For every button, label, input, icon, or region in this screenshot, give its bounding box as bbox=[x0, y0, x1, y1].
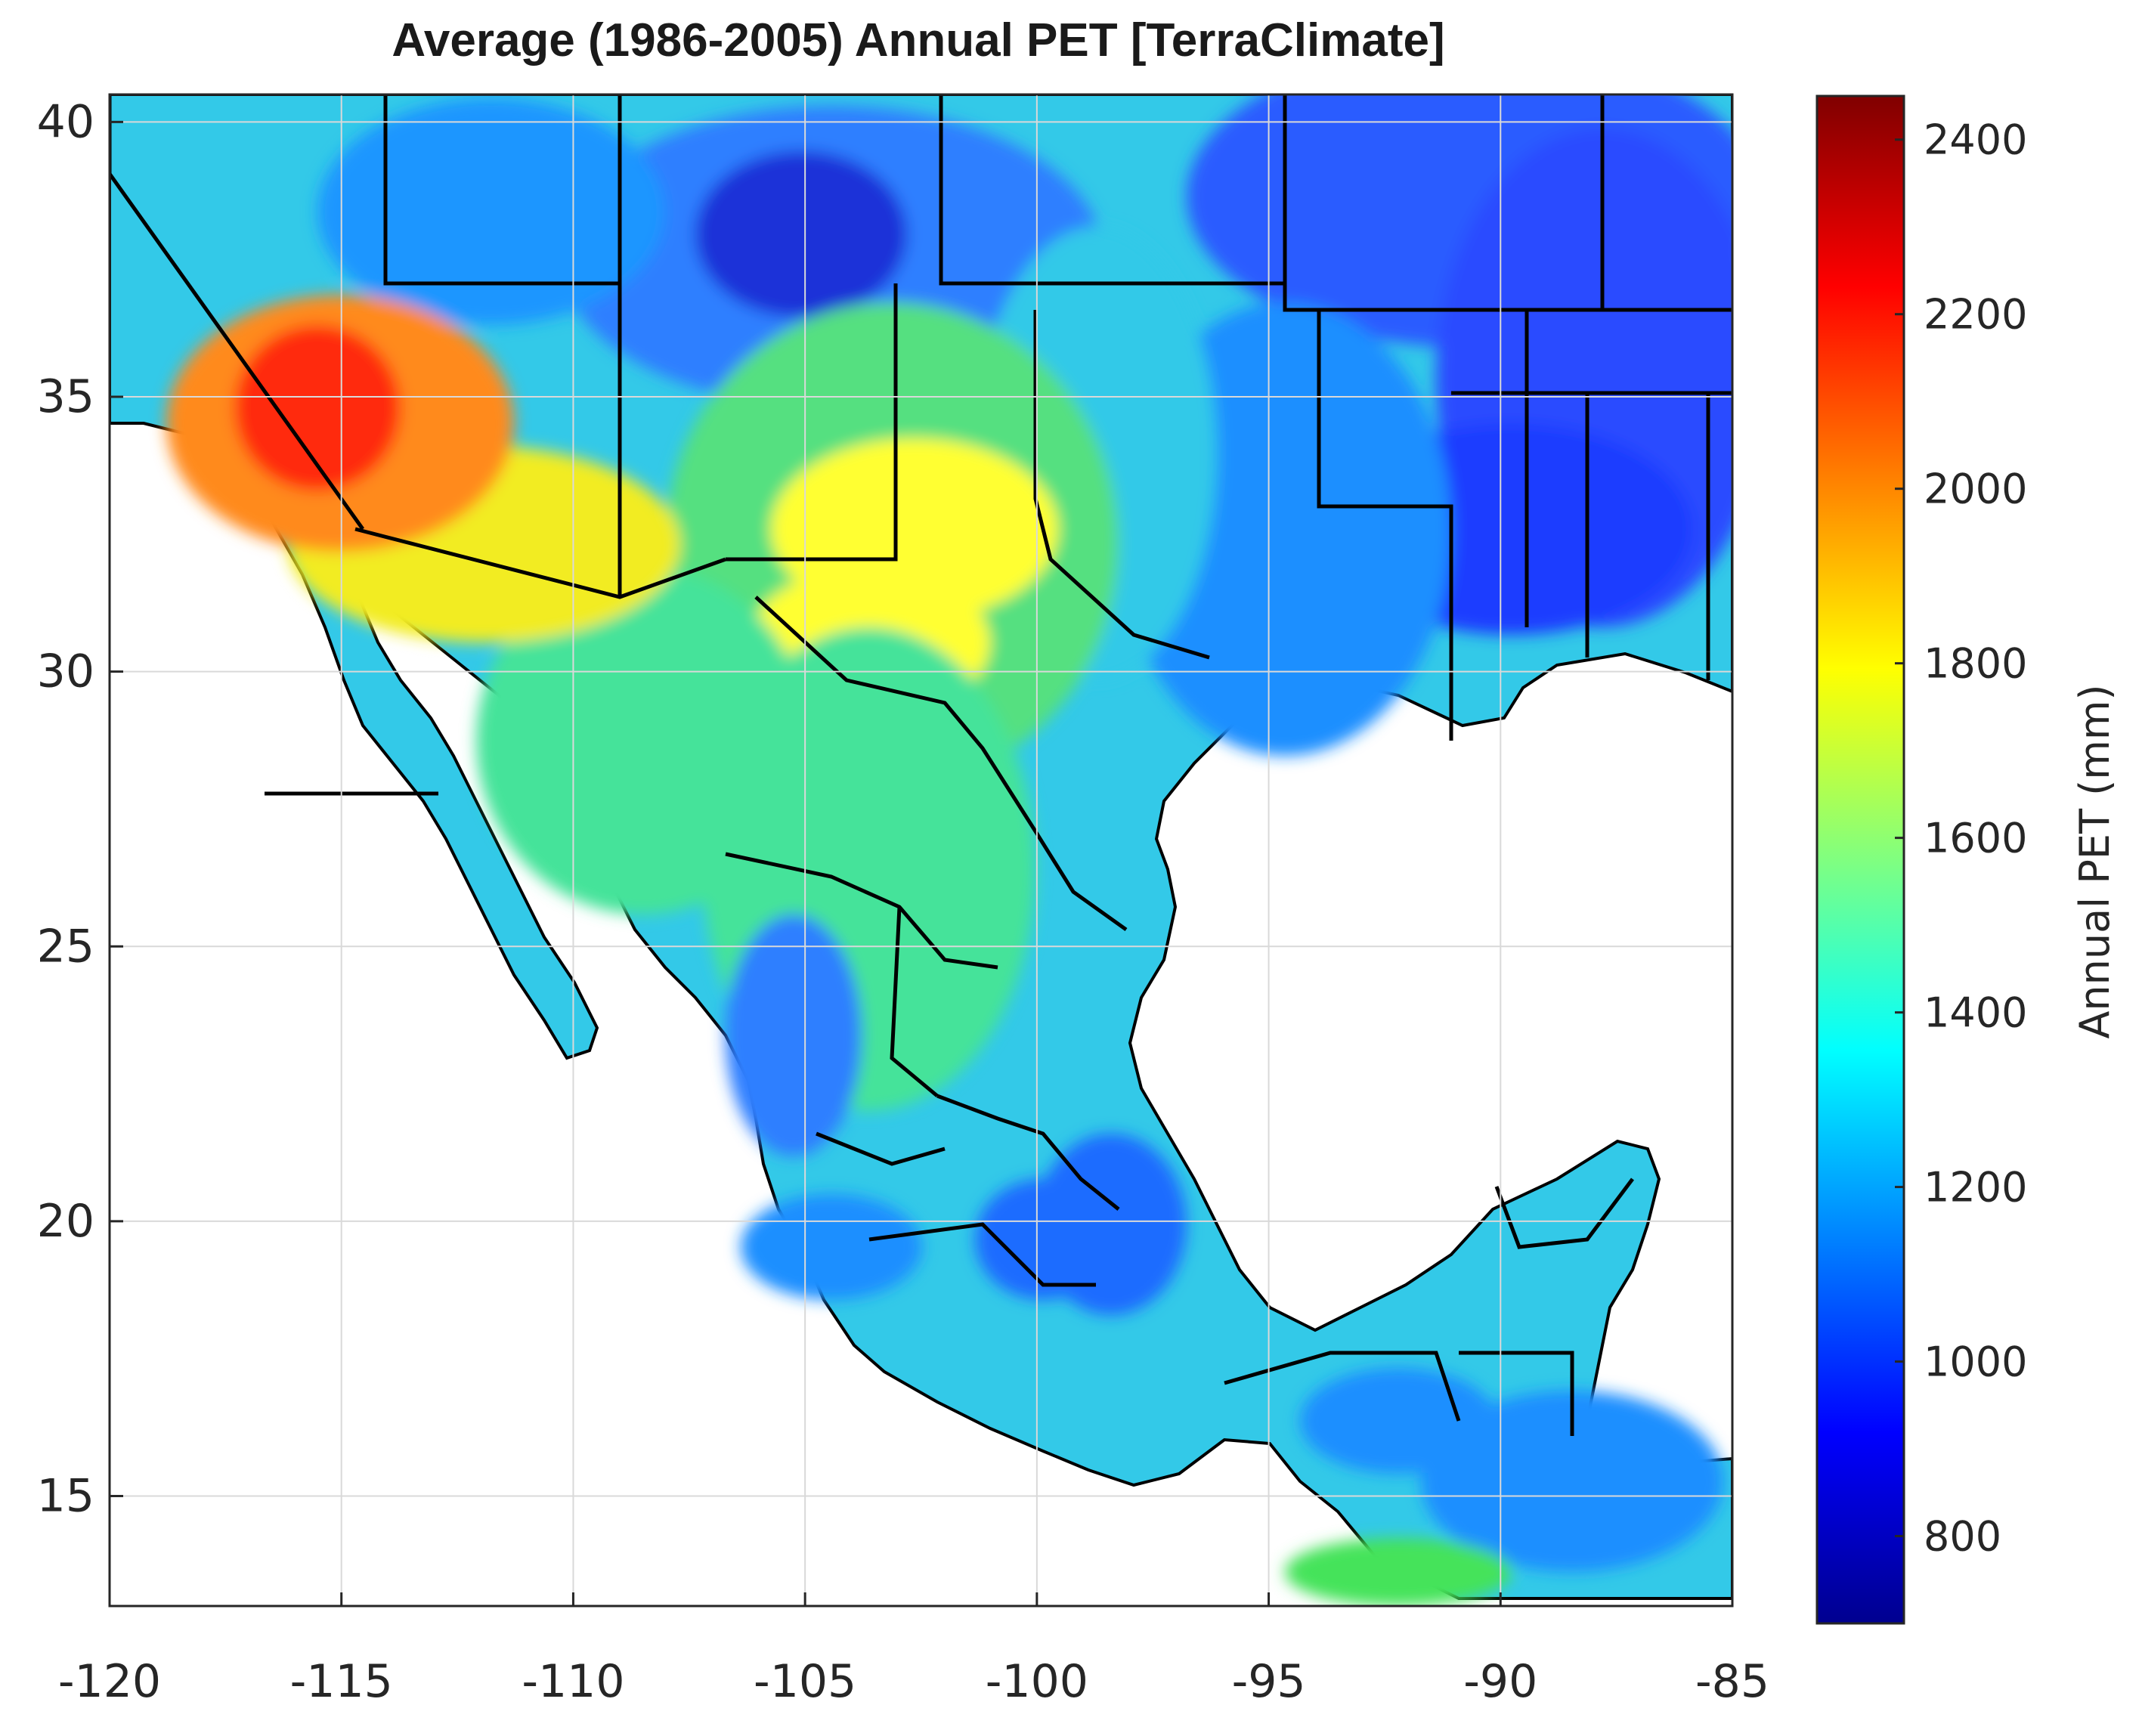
colorbar-tick-label: 2200 bbox=[1924, 291, 2027, 339]
x-tick-label: -95 bbox=[1232, 1655, 1306, 1708]
y-tick-label: 35 bbox=[37, 370, 94, 423]
x-tick-label: -115 bbox=[290, 1655, 393, 1708]
x-tick-label: -105 bbox=[754, 1655, 856, 1708]
y-axis: 15 20 25 30 35 40 bbox=[37, 95, 123, 1523]
x-tick-label: -85 bbox=[1695, 1655, 1769, 1708]
colorbar-tick-label: 1200 bbox=[1924, 1164, 2027, 1211]
colorbar-tick-label: 1400 bbox=[1924, 989, 2027, 1037]
x-tick-label: -110 bbox=[522, 1655, 624, 1708]
colorbar-tick-label: 1600 bbox=[1924, 815, 2027, 862]
colorbar-tick-label: 2400 bbox=[1924, 116, 2027, 164]
colorbar-tick-label: 2000 bbox=[1924, 466, 2027, 513]
y-tick-label: 20 bbox=[37, 1195, 94, 1248]
land-layer bbox=[110, 94, 1732, 1606]
colorbar-tick-label: 1800 bbox=[1924, 640, 2027, 688]
x-axis: -120 -115 -110 -105 -100 -95 -90 -85 bbox=[58, 1592, 1769, 1708]
colorbar-ticks: 800 1000 1200 1400 1600 1800 2000 2200 2400 bbox=[1895, 116, 2027, 1561]
colorbar bbox=[1815, 94, 1905, 1625]
y-tick-label: 30 bbox=[37, 645, 94, 698]
baja-california bbox=[238, 466, 599, 1060]
grid-lines bbox=[110, 94, 1732, 1606]
x-tick-label: -90 bbox=[1463, 1655, 1537, 1708]
plot-frame bbox=[108, 93, 1734, 1608]
y-tick-label: 15 bbox=[37, 1470, 94, 1523]
x-tick-label: -100 bbox=[986, 1655, 1088, 1708]
y-tick-label: 40 bbox=[37, 95, 94, 148]
boundary-lines bbox=[110, 94, 1732, 1436]
x-tick-label: -120 bbox=[58, 1655, 161, 1708]
colorbar-label: Annual PET (mm) bbox=[2071, 684, 2119, 1038]
contour-fills bbox=[166, 94, 1732, 1606]
chart-title: Average (1986-2005) Annual PET [TerraCli… bbox=[392, 14, 1445, 67]
colorbar-tick-label: 1000 bbox=[1924, 1338, 2027, 1386]
colorbar-tick-label: 800 bbox=[1924, 1513, 2001, 1561]
y-tick-label: 25 bbox=[37, 920, 94, 973]
